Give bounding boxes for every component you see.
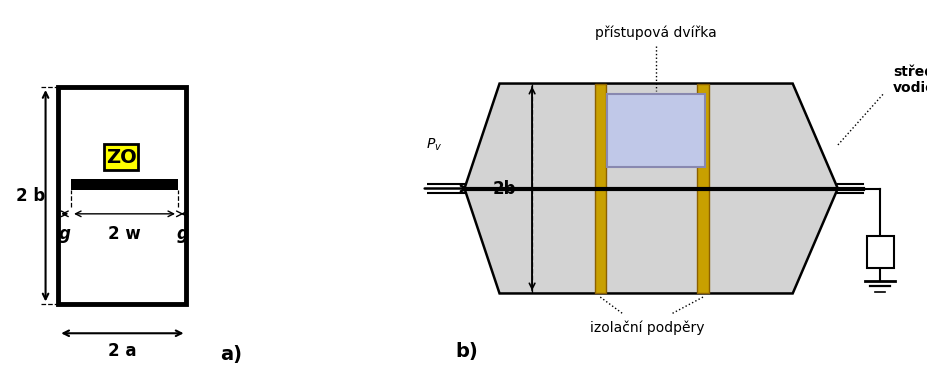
Text: a): a) — [220, 345, 242, 365]
Text: 2 b: 2 b — [16, 187, 45, 205]
Text: g: g — [176, 225, 188, 243]
Bar — [594, 84, 605, 293]
Text: b): b) — [455, 342, 477, 361]
Bar — [58, 87, 186, 304]
Text: $P_{v}$: $P_{v}$ — [425, 137, 442, 153]
Bar — [866, 236, 894, 268]
Text: izolační podpěry: izolační podpěry — [590, 320, 704, 335]
Polygon shape — [464, 84, 837, 293]
Text: $Z_0$: $Z_0$ — [870, 244, 888, 260]
Text: 2 w: 2 w — [108, 225, 141, 243]
Bar — [606, 94, 705, 167]
Text: přístupová dvířka: přístupová dvířka — [594, 26, 717, 40]
Text: ZO: ZO — [106, 148, 136, 167]
Bar — [71, 179, 178, 190]
Text: střední
vodič: střední vodič — [892, 65, 927, 95]
Bar — [697, 84, 707, 293]
Text: g: g — [58, 225, 70, 243]
Text: 2b: 2b — [492, 179, 515, 198]
Text: 2 a: 2 a — [108, 342, 136, 360]
Bar — [104, 144, 138, 170]
